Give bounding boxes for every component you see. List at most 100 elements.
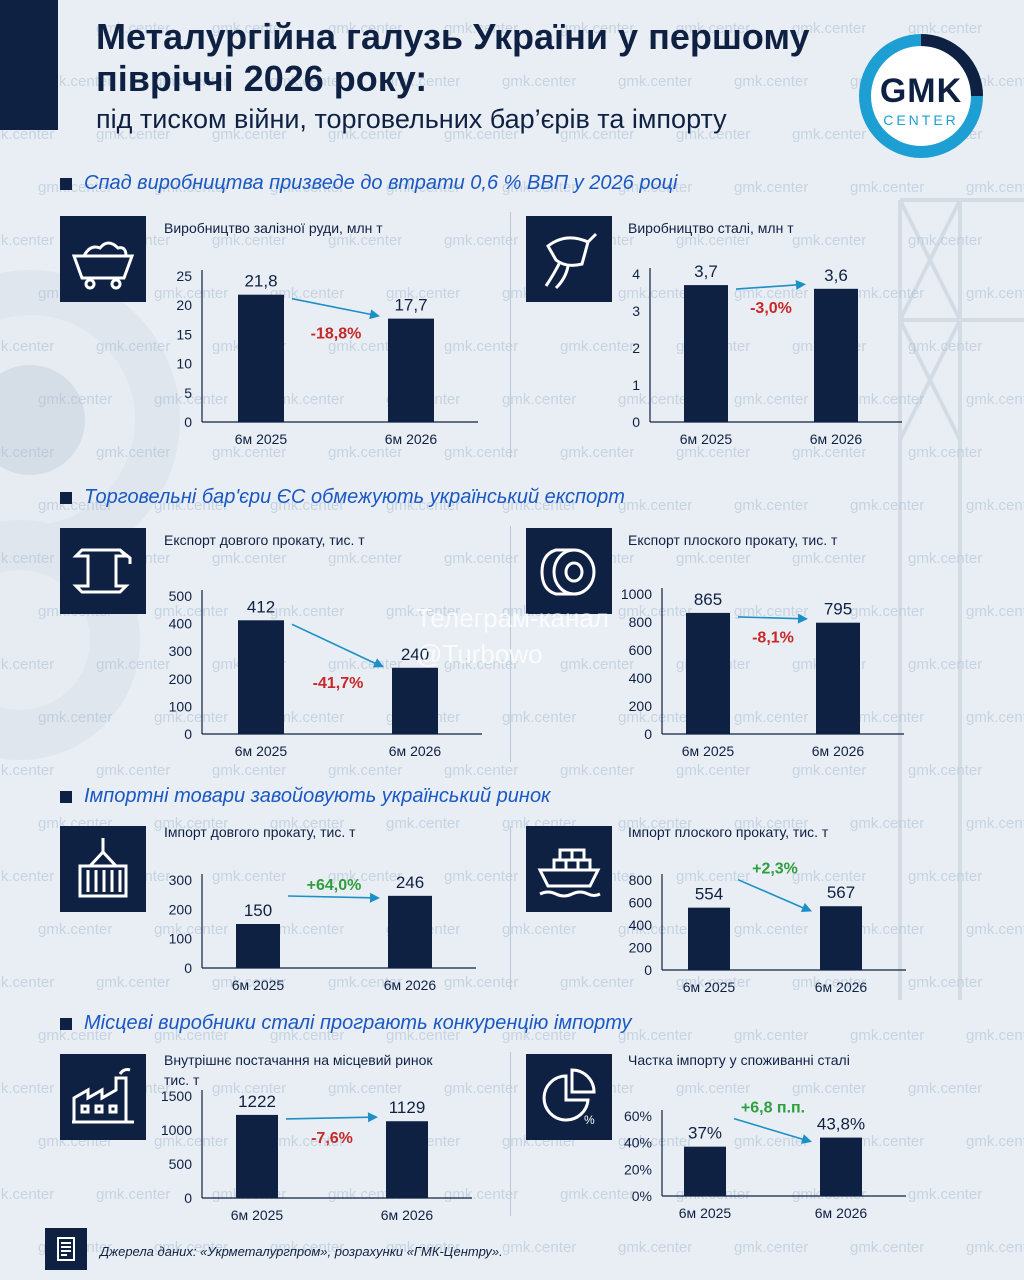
y-tick-label: 400 — [629, 670, 653, 686]
data-label: 21,8 — [244, 272, 277, 291]
bar — [684, 1146, 726, 1196]
gmk-center-logo: GMK CENTER — [858, 30, 996, 168]
y-tick-label: 0 — [632, 414, 640, 430]
bar — [388, 895, 432, 968]
y-tick-label: 200 — [169, 901, 193, 917]
y-tick-label: 0 — [184, 726, 192, 742]
change-arrow — [287, 895, 373, 899]
overlay-line-1: Телеграм-канал — [416, 603, 609, 633]
data-label: 567 — [827, 883, 855, 902]
x-tick-label: 6м 2026 — [815, 1205, 868, 1221]
column-divider — [510, 826, 511, 990]
bar — [814, 288, 858, 422]
logo-ring-icon — [859, 34, 983, 158]
data-label: 865 — [694, 590, 722, 609]
chart-title-long-export: Експорт довгого прокату, тис. т — [164, 532, 365, 548]
x-tick-label: 6м 2025 — [682, 743, 735, 759]
bar — [816, 622, 860, 734]
bar — [236, 924, 280, 968]
container-crane-icon — [60, 826, 146, 912]
column-divider — [510, 212, 511, 458]
chart-flat-export: 0 200 400 600 800 1000 865 6м 2025 795 6м 2026 -8,… — [621, 586, 904, 759]
y-tick-label: 200 — [629, 940, 653, 956]
data-label: 150 — [244, 901, 272, 920]
change-arrow — [291, 623, 377, 665]
section-title: Торговельні бар'єри ЄС обмежують українс… — [84, 486, 625, 508]
section-heading-production: Спад виробництва призведе до втрати 0,6 … — [60, 172, 677, 195]
page-title: Металургійна галузь України у першому пі… — [96, 16, 810, 99]
i-beam-icon — [60, 528, 146, 614]
x-tick-label: 6м 2026 — [385, 431, 438, 447]
svg-text:%: % — [584, 1113, 595, 1127]
bullet-square — [60, 177, 72, 190]
y-tick-label: 800 — [629, 614, 653, 630]
y-tick-label: 1000 — [161, 1122, 192, 1138]
overlay-line-2: @Turbowo — [416, 639, 543, 669]
y-tick-label: 15 — [176, 326, 192, 342]
chart-flat-import: 0 200 400 600 800 554 6м 2025 567 6м 2026 +2,3% — [629, 861, 906, 995]
change-label: +2,3% — [752, 861, 798, 878]
data-label: 554 — [695, 885, 723, 904]
bar — [688, 907, 730, 970]
data-label: 1222 — [238, 1092, 276, 1111]
data-label: 37% — [688, 1124, 722, 1143]
data-label: 795 — [824, 600, 852, 619]
y-tick-label: 0 — [184, 414, 192, 430]
bar — [684, 285, 728, 422]
bar — [388, 318, 434, 422]
y-tick-label: 400 — [629, 917, 653, 933]
y-tick-label: 300 — [169, 872, 193, 888]
x-tick-label: 6м 2025 — [235, 431, 288, 447]
bar — [820, 906, 862, 970]
y-tick-label: 1500 — [161, 1088, 192, 1104]
bullet-square — [60, 1017, 72, 1030]
arrow-head — [369, 892, 380, 903]
chart-long-export: 0 100 200 300 400 500 412 6м 2025 240 6м 2026 -41,… — [169, 588, 482, 759]
data-label: 1129 — [389, 1098, 426, 1117]
chart-title-steel: Виробництво сталі, млн т — [628, 220, 794, 236]
y-tick-label: 500 — [169, 588, 193, 604]
column-divider — [510, 1052, 511, 1216]
x-tick-label: 6м 2025 — [679, 1205, 732, 1221]
page-subtitle: під тиском війни, торговельних бар’єрів … — [96, 104, 727, 134]
factory-icon — [60, 1054, 146, 1140]
y-tick-label: 100 — [169, 931, 193, 947]
bar — [238, 620, 284, 734]
data-label: 246 — [396, 873, 424, 892]
y-tick-label: 0 — [184, 1190, 192, 1206]
arrow-head — [800, 1134, 812, 1144]
change-label: -3,0% — [750, 300, 792, 317]
change-label: -8,1% — [752, 630, 794, 647]
y-tick-label: 10 — [176, 356, 192, 372]
y-tick-label: 2 — [632, 340, 640, 356]
ladle-icon — [526, 216, 612, 302]
y-tick-label: 60% — [624, 1108, 652, 1124]
arrow-head — [797, 613, 808, 624]
y-tick-label: 400 — [169, 616, 193, 632]
y-tick-label: 0 — [644, 726, 652, 742]
y-tick-label: 600 — [629, 642, 653, 658]
x-tick-label: 6м 2025 — [232, 977, 285, 993]
y-tick-label: 20 — [176, 297, 192, 313]
arrow-head — [367, 1112, 378, 1123]
arrow-head — [369, 309, 380, 320]
bar — [236, 1114, 278, 1198]
change-label: +64,0% — [307, 877, 362, 894]
arrow-head — [795, 279, 806, 290]
x-tick-label: 6м 2026 — [384, 977, 437, 993]
x-tick-label: 6м 2025 — [680, 431, 733, 447]
arrow-head — [800, 902, 812, 913]
chart-iron-ore: 0 5 10 15 20 25 21,8 6м 2025 17,7 6м 2026 -18,8% — [176, 268, 478, 447]
y-tick-label: 600 — [629, 895, 653, 911]
y-tick-label: 0 — [644, 962, 652, 978]
corner-accent — [0, 0, 58, 130]
bullet-square — [60, 491, 72, 504]
bar — [386, 1121, 428, 1198]
bar — [238, 294, 284, 422]
data-label: 17,7 — [394, 296, 427, 315]
bar — [392, 667, 438, 734]
column-divider — [510, 526, 511, 762]
data-label: 3,6 — [824, 266, 848, 285]
data-label: 3,7 — [694, 262, 718, 281]
